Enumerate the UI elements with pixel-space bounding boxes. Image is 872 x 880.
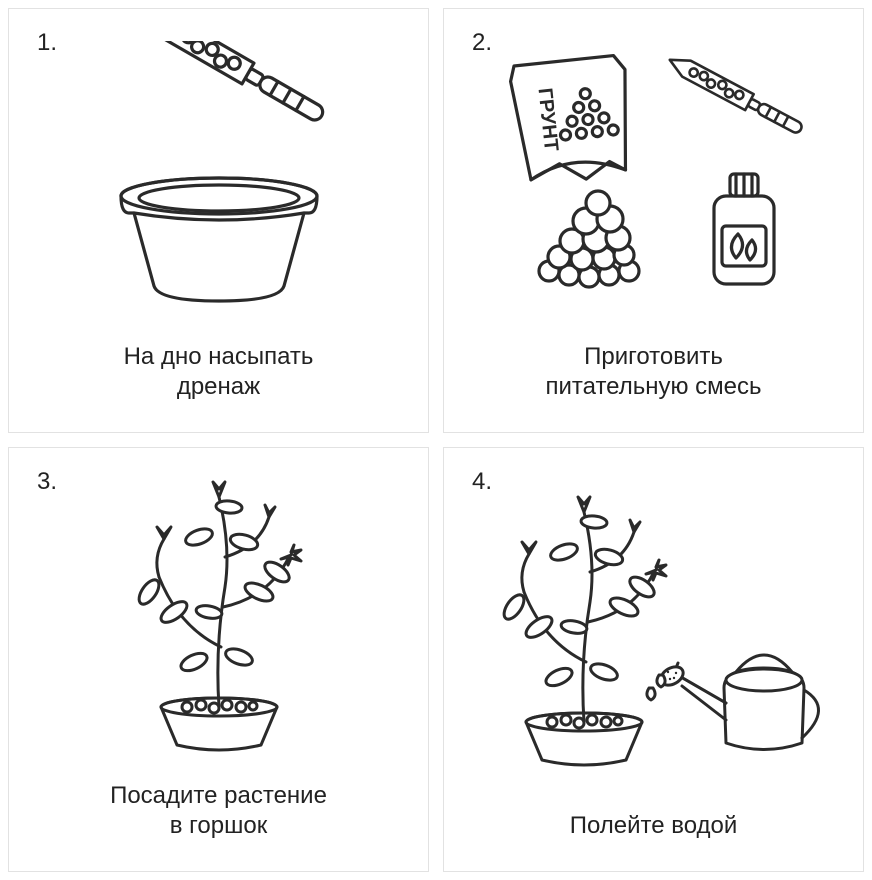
panel-2: 2. ГРУНТ bbox=[443, 8, 864, 433]
step4-water-icon bbox=[464, 480, 844, 780]
panel-4: 4. bbox=[443, 447, 864, 872]
panel-4-number: 4. bbox=[472, 468, 492, 496]
panel-4-illustration bbox=[444, 448, 863, 811]
water-drops-icon bbox=[646, 675, 664, 700]
panel-3: 3. bbox=[8, 447, 429, 872]
panel-1: 1. bbox=[8, 8, 429, 433]
panel-4-caption: Полейте водой bbox=[444, 811, 863, 871]
panel-2-caption: Приготовить питательную смесь bbox=[444, 342, 863, 432]
panel-3-number: 3. bbox=[37, 468, 57, 496]
instruction-grid: 1. bbox=[0, 0, 872, 880]
step1-drainage-icon bbox=[59, 41, 379, 311]
panel-1-number: 1. bbox=[37, 29, 57, 57]
panel-1-illustration bbox=[9, 9, 428, 342]
panel-2-illustration: ГРУНТ bbox=[444, 9, 863, 342]
panel-3-caption: Посадите растение в горшок bbox=[9, 781, 428, 871]
step3-plant-icon bbox=[69, 465, 369, 765]
step2-mix-icon: ГРУНТ bbox=[474, 46, 834, 306]
panel-2-number: 2. bbox=[472, 29, 492, 57]
panel-1-caption: На дно насыпать дренаж bbox=[9, 342, 428, 432]
panel-3-illustration bbox=[9, 448, 428, 781]
